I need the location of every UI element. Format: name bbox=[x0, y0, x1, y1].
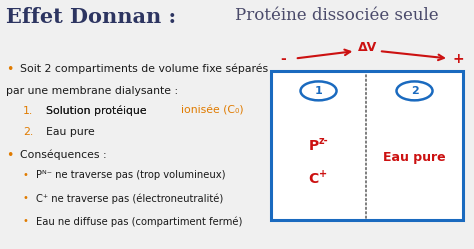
Text: +: + bbox=[319, 169, 327, 179]
Text: 1.: 1. bbox=[23, 106, 33, 116]
Text: ionisée (C₀): ionisée (C₀) bbox=[181, 106, 244, 116]
Text: Eau pure: Eau pure bbox=[383, 151, 446, 164]
Text: Conséquences :: Conséquences : bbox=[20, 149, 107, 160]
Text: •: • bbox=[6, 149, 13, 162]
Text: Soit 2 compartiments de volume fixe séparés: Soit 2 compartiments de volume fixe sépa… bbox=[20, 63, 268, 74]
Text: Protéine dissociée seule: Protéine dissociée seule bbox=[235, 7, 438, 24]
Text: Eau ne diffuse pas (compartiment fermé): Eau ne diffuse pas (compartiment fermé) bbox=[36, 216, 242, 227]
Text: 2: 2 bbox=[410, 86, 419, 96]
Text: -: - bbox=[280, 52, 286, 65]
Text: C⁺ ne traverse pas (électroneutralité): C⁺ ne traverse pas (électroneutralité) bbox=[36, 193, 223, 204]
Text: Solution protéique: Solution protéique bbox=[46, 106, 151, 116]
Text: Effet Donnan :: Effet Donnan : bbox=[6, 7, 183, 27]
Text: •: • bbox=[23, 170, 28, 180]
Text: z-: z- bbox=[319, 136, 328, 146]
Text: ΔV: ΔV bbox=[357, 41, 377, 54]
Text: +: + bbox=[453, 52, 464, 65]
Text: par une membrane dialysante :: par une membrane dialysante : bbox=[6, 86, 178, 96]
Text: Solution protéique: Solution protéique bbox=[46, 106, 151, 116]
Text: Eau pure: Eau pure bbox=[46, 127, 95, 137]
Text: Pᴺ⁻ ne traverse pas (trop volumineux): Pᴺ⁻ ne traverse pas (trop volumineux) bbox=[36, 170, 225, 180]
Text: C: C bbox=[308, 172, 319, 186]
Text: •: • bbox=[23, 216, 28, 226]
Text: •: • bbox=[23, 193, 28, 203]
Text: 2.: 2. bbox=[23, 127, 33, 137]
Text: •: • bbox=[6, 63, 13, 76]
Text: 1: 1 bbox=[315, 86, 322, 96]
Text: P: P bbox=[308, 139, 319, 153]
Bar bbox=[271, 71, 463, 220]
